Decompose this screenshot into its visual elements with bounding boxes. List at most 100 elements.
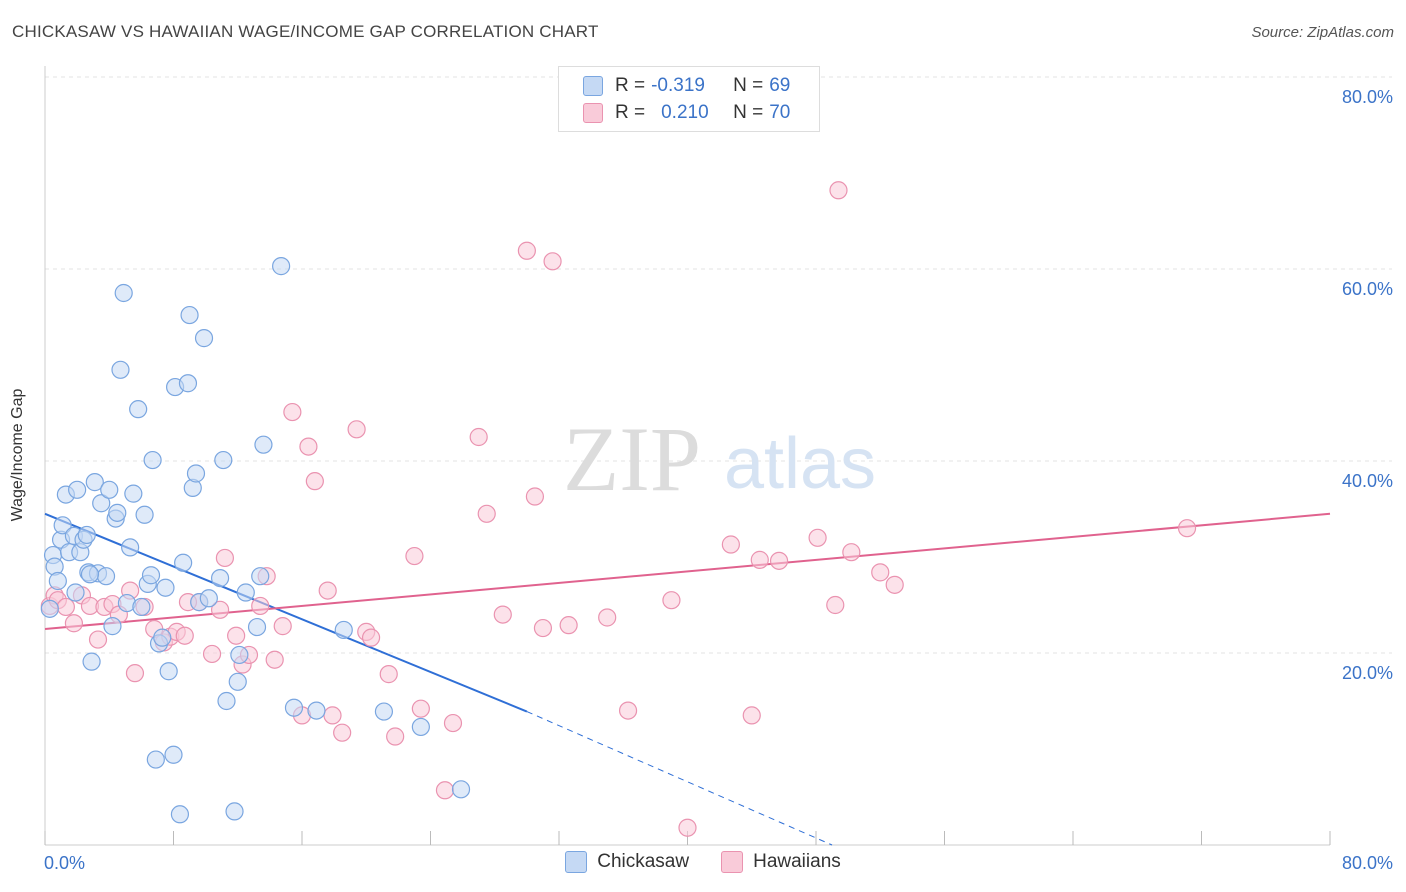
hawaiians-point (299, 437, 318, 456)
chickasaw-point (451, 780, 471, 799)
hawaiians-point (769, 551, 789, 570)
chickasaw-point (132, 597, 151, 617)
chickasaw-point (146, 750, 165, 769)
chickasaw-point (374, 702, 394, 721)
legend-n-label: N = (733, 75, 764, 96)
chickasaw-point (100, 480, 119, 499)
y-tick-label: 80.0% (1342, 87, 1393, 107)
chickasaw-point (178, 374, 198, 393)
y-tick-label: 20.0% (1342, 663, 1393, 683)
chickasaw-point (103, 617, 122, 636)
hawaiians-point (885, 575, 904, 594)
chickasaw-point (217, 691, 236, 711)
chickasaw-point (40, 599, 59, 618)
hawaiians-point (517, 241, 536, 260)
chickasaw-point (236, 583, 255, 602)
hawaiians-point (435, 781, 455, 800)
chickasaw-point (159, 662, 178, 681)
hawaiians-point (742, 706, 761, 725)
legend-r-value: -0.319 (651, 75, 705, 96)
watermark-zip: ZIP (563, 408, 701, 510)
chickasaw-point (254, 435, 273, 454)
hawaiians-label: Hawaiians (753, 851, 841, 872)
chickasaw-point (85, 473, 104, 492)
hawaiians-point (333, 723, 352, 742)
hawaiians-point (559, 616, 578, 635)
chickasaw-point (247, 617, 267, 637)
y-tick-label: 40.0% (1342, 471, 1393, 491)
series-legend: Chickasaw Hawaiians (0, 851, 1406, 873)
chickasaw-point (66, 583, 85, 602)
source-credit: Source: ZipAtlas.com (1251, 24, 1394, 41)
y-tick-label: 60.0% (1342, 279, 1393, 299)
axes (44, 66, 1331, 846)
hawaiians-point (386, 727, 405, 746)
hawaiians-point (347, 420, 366, 439)
hawaiians-point (1177, 519, 1197, 538)
chickasaw-point (170, 805, 190, 824)
chickasaw-point (230, 645, 249, 665)
hawaiians-point (411, 699, 430, 718)
chickasaw-point (334, 620, 353, 640)
hawaiians-point (469, 427, 488, 447)
chickasaw-point (108, 503, 127, 522)
chickasaw-point (111, 360, 130, 379)
hawaiians-point (477, 504, 496, 523)
hawaiians-point (283, 402, 302, 422)
y-axis-label: Wage/Income Gap (9, 388, 26, 522)
chickasaw-point (77, 525, 96, 545)
chickasaw-label: Chickasaw (597, 851, 690, 872)
hawaiians-point (210, 600, 230, 619)
chickasaw-point (186, 464, 206, 483)
chickasaw-point (153, 628, 172, 647)
legend-row-hawaiians: R = 0.210 N = 70 (583, 100, 790, 126)
chickasaw-point (228, 672, 247, 691)
hawaiians-point (323, 706, 342, 725)
hawaiians-swatch (721, 851, 744, 873)
hawaiians-point (750, 550, 769, 569)
chickasaw-point (141, 566, 161, 585)
data-points (40, 181, 1197, 837)
hawaiians-point (265, 650, 284, 669)
hawaiians-point (379, 665, 398, 684)
hawaiians-point (533, 618, 553, 638)
hawaiians-point (662, 591, 681, 610)
chart-title: CHICKASAW VS HAWAIIAN WAGE/INCOME GAP CO… (12, 22, 599, 41)
hawaiians-point (88, 630, 108, 649)
watermark-atlas: atlas (724, 424, 876, 504)
legend-r-label: R = (615, 75, 646, 96)
chickasaw-point (48, 571, 67, 591)
hawaiians-point (305, 472, 324, 491)
legend-r-value: 0.210 (661, 102, 709, 123)
correlation-legend: R = -0.319 N = 69 R = 0.210 N = 70 (558, 66, 820, 132)
x-tick-label: 0.0% (44, 853, 85, 873)
chickasaw-point (180, 305, 199, 325)
chickasaw-point (214, 450, 233, 470)
chickasaw-swatch (565, 851, 588, 873)
chickasaw-point (251, 567, 270, 586)
chickasaw-trend-extension (526, 711, 833, 846)
hawaiians-point (443, 713, 463, 733)
series-legend-hawaiians[interactable]: Hawaiians (721, 851, 841, 873)
chickasaw-point (174, 553, 193, 572)
chickasaw-point (272, 257, 291, 276)
chickasaw-point (164, 745, 183, 764)
series-legend-chickasaw[interactable]: Chickasaw (565, 851, 689, 873)
hawaiians-point (227, 626, 246, 645)
chickasaw-point (194, 329, 214, 348)
watermark: ZIP atlas (563, 408, 876, 510)
chickasaw-point (129, 400, 148, 419)
hawaiians-point (598, 608, 617, 627)
hawaiians-point (543, 252, 562, 271)
legend-n-value: 70 (769, 102, 791, 123)
hawaiians-point (721, 535, 740, 554)
hawaiians-point (202, 644, 222, 664)
chickasaw-point (411, 717, 430, 737)
tick-labels: 20.0% 40.0% 60.0% 80.0% 0.0% 80.0% (44, 87, 1393, 873)
chickasaw-point (307, 701, 326, 720)
gridlines (45, 76, 1392, 654)
hawaiians-point (618, 701, 638, 720)
hawaiians-point (826, 595, 845, 615)
hawaiians-point (808, 528, 827, 547)
legend-row-chickasaw: R = -0.319 N = 69 (583, 73, 790, 99)
